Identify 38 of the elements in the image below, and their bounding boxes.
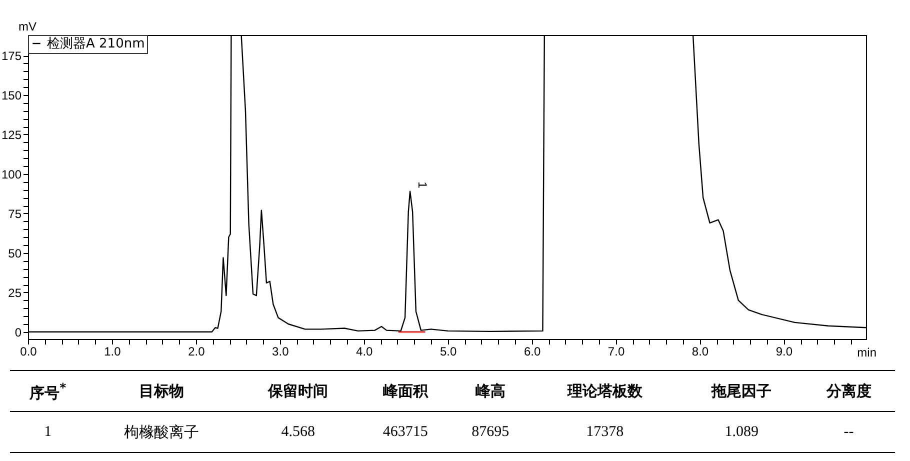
x-axis-title: min (857, 346, 876, 360)
x-tick-label: 5.0 (440, 344, 458, 358)
text: 枸橼酸离子 (86, 412, 238, 452)
text: -- (802, 412, 895, 452)
y-axis-title: mV (18, 20, 36, 34)
y-tick-label: 175 (1, 49, 22, 64)
text: 理论塔板数 (529, 370, 681, 412)
y-tick-label: 125 (1, 128, 22, 142)
y-tick-label: 150 (1, 88, 22, 103)
x-tick-label: 6.0 (524, 344, 541, 358)
y-tick-label: 25 (8, 286, 22, 300)
text: 保留时间 (237, 370, 360, 412)
x-tick-label: 0.0 (20, 344, 38, 358)
text: 17378 (529, 412, 681, 452)
y-tick-label: 75 (8, 206, 22, 221)
text: 峰面积 (359, 370, 452, 412)
x-tick-label: 9.0 (776, 344, 793, 358)
text: 分离度 (802, 370, 895, 412)
x-tick-label: 7.0 (608, 344, 625, 358)
text: 463715 (359, 412, 452, 452)
x-tick-label: 8.0 (692, 344, 709, 358)
text: 1.089 (680, 412, 803, 452)
text: 4.568 (237, 412, 360, 452)
y-tick-label: 0 (14, 325, 22, 340)
x-tick-label: 4.0 (356, 344, 374, 358)
x-tick-label: 2.0 (188, 344, 206, 358)
annotation: 1 (416, 182, 430, 189)
text: 拖尾因子 (680, 370, 803, 412)
text: 87695 (452, 412, 530, 452)
text: 序号$^{*}$ (10, 370, 86, 412)
text: 峰高 (452, 370, 530, 412)
legend-label: 检测器A 210nm (47, 36, 145, 52)
y-tick-label: 100 (1, 167, 22, 182)
text: 1 (10, 412, 86, 452)
x-tick-label: 1.0 (104, 344, 122, 358)
x-tick-label: 3.0 (272, 344, 290, 358)
text: 目标物 (86, 370, 238, 412)
y-tick-label: 50 (8, 246, 22, 260)
